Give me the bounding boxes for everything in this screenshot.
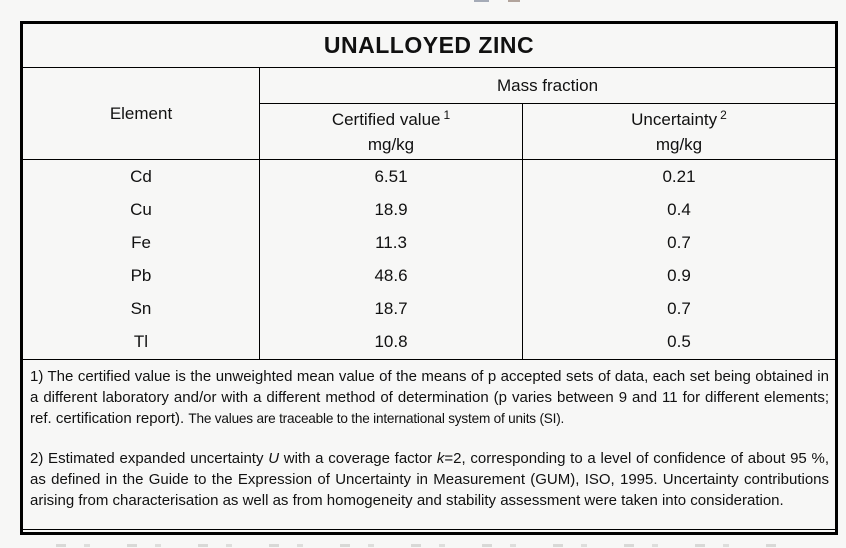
cell-uncertainty: 0.4 — [667, 199, 691, 219]
cropped-text-artifact — [508, 0, 520, 2]
cell-uncertainty: 0.7 — [667, 299, 691, 319]
table-body: Cd 6.51 0.21 Cu 18.9 0.4 Fe 11.3 0.7 Pb … — [23, 160, 835, 360]
footnotes-section: 1) The certified value is the unweighted… — [23, 360, 835, 530]
cell-uncertainty: 0.7 — [667, 232, 691, 252]
table-title: UNALLOYED ZINC — [23, 24, 835, 68]
cell-uncertainty: 0.21 — [662, 166, 696, 186]
footnote-1: 1) The certified value is the unweighted… — [30, 367, 829, 427]
cell-uncertainty: 0.5 — [667, 332, 691, 352]
uncertainty-label: Uncertainty 2 — [631, 107, 727, 129]
table-header: Element Mass fraction Certified value 1 m… — [23, 68, 835, 160]
cell-certified: 11.3 — [260, 226, 523, 260]
cell-certified: 10.8 — [260, 325, 523, 359]
cell-certified: 18.7 — [260, 292, 523, 326]
footnote-1-traceability: The values are traceable to the internat… — [188, 410, 565, 426]
cell-element: Cd — [23, 160, 260, 194]
cell-uncertainty: 0.9 — [667, 266, 691, 286]
header-element: Element — [23, 68, 260, 159]
cell-element: Pb — [23, 259, 260, 293]
uncertainty-unit: mg/kg — [655, 134, 703, 154]
cell-element: Tl — [23, 325, 260, 359]
cell-element: Sn — [23, 292, 260, 326]
header-certified-value: Certified value 1 mg/kg — [260, 104, 523, 159]
cell-element: Fe — [23, 226, 260, 260]
cropped-text-artifact — [474, 0, 489, 2]
cell-certified: 6.51 — [260, 160, 523, 194]
footnote-2: 2) Estimated expanded uncertainty U with… — [30, 449, 829, 509]
cell-certified: 48.6 — [260, 259, 523, 293]
cell-element: Cu — [23, 193, 260, 227]
header-uncertainty: Uncertainty 2 mg/kg — [523, 104, 835, 159]
cell-certified: 18.9 — [260, 193, 523, 227]
footnote-ref-1: 1 — [443, 107, 451, 122]
certified-values-table: UNALLOYED ZINC Element Mass fraction Cer… — [20, 21, 838, 535]
header-mass-fraction: Mass fraction — [260, 68, 835, 104]
footnote-ref-2: 2 — [720, 107, 727, 122]
certified-value-unit: mg/kg — [367, 134, 415, 154]
certified-value-label: Certified value 1 — [331, 107, 451, 129]
cropped-text-artifact — [56, 544, 776, 547]
